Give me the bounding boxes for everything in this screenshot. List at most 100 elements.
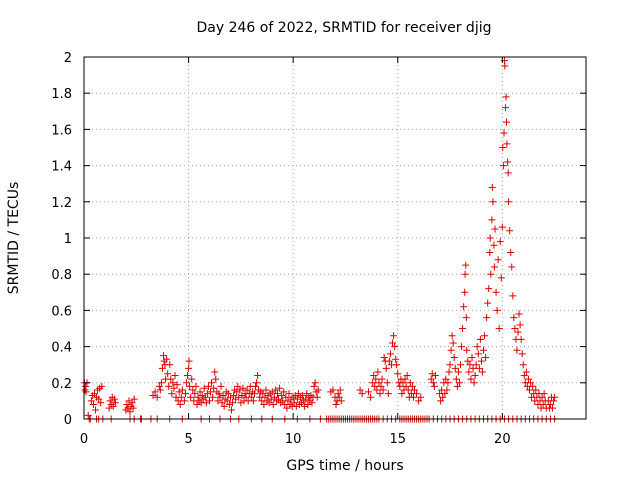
data-point [177, 393, 185, 401]
chart-title: Day 246 of 2022, SRMTID for receiver dji… [197, 20, 492, 36]
y-tick-label: 1.8 [51, 87, 72, 102]
data-point [484, 299, 492, 307]
data-point [276, 384, 284, 392]
data-point [123, 401, 131, 409]
data-point [329, 386, 337, 394]
data-point [527, 379, 535, 387]
data-point [167, 375, 175, 383]
data-point [334, 390, 342, 398]
data-point [498, 223, 506, 231]
data-point [180, 397, 188, 405]
data-point [490, 241, 498, 249]
data-point [203, 390, 211, 398]
data-point [163, 355, 171, 363]
data-point [439, 393, 447, 401]
data-point [105, 404, 113, 412]
data-point [291, 391, 299, 399]
data-point [230, 391, 238, 399]
data-point [282, 393, 290, 401]
data-point [259, 390, 267, 398]
data-point [358, 390, 366, 398]
data-point [485, 285, 493, 293]
data-point [249, 397, 257, 405]
data-point [292, 402, 300, 410]
data-point [382, 364, 390, 372]
data-point [520, 372, 528, 380]
data-point [275, 395, 283, 403]
data-point [459, 325, 467, 332]
data-point [233, 388, 241, 396]
data-point [262, 386, 270, 394]
data-point [243, 386, 251, 394]
data-point [375, 379, 383, 387]
data-point [503, 140, 511, 148]
data-point [482, 353, 490, 361]
data-points [80, 57, 559, 423]
data-point [539, 401, 547, 409]
data-point [280, 388, 288, 396]
data-point [369, 379, 377, 387]
data-point [455, 379, 463, 387]
data-point [462, 314, 470, 322]
data-point [193, 401, 201, 409]
data-point [211, 368, 219, 376]
data-point [379, 386, 387, 394]
data-point [304, 401, 312, 409]
x-tick-label: 10 [285, 432, 302, 447]
data-point [496, 238, 504, 246]
data-point [504, 169, 512, 177]
y-tick-label: 1 [64, 232, 72, 247]
data-point [356, 386, 364, 394]
data-point [261, 393, 269, 401]
data-point [461, 288, 469, 296]
data-point [393, 361, 401, 369]
data-point [402, 382, 410, 390]
data-point [473, 343, 481, 351]
data-point [486, 248, 494, 256]
data-point [549, 404, 557, 412]
data-point [188, 375, 196, 383]
data-point [98, 382, 106, 390]
plot-frame [83, 56, 587, 420]
data-point [483, 314, 491, 322]
data-point [497, 274, 505, 282]
data-point [290, 399, 298, 407]
data-point [151, 388, 159, 396]
data-point [471, 372, 479, 380]
y-axis-label: SRMTID / TECUs [6, 182, 22, 295]
data-point [337, 397, 345, 405]
data-point [273, 390, 281, 398]
data-point [175, 388, 183, 396]
data-point [386, 350, 394, 358]
data-point [218, 399, 226, 407]
data-point [174, 397, 182, 405]
data-point [389, 339, 397, 347]
data-point [269, 401, 277, 409]
data-point [111, 399, 119, 407]
data-point [153, 393, 161, 401]
data-point [500, 129, 508, 137]
data-point [168, 390, 176, 398]
data-point [503, 118, 511, 126]
data-point [519, 361, 527, 369]
data-point [158, 364, 166, 372]
data-point [403, 372, 411, 380]
data-point [92, 406, 100, 414]
data-point [189, 386, 197, 394]
data-point [170, 384, 178, 392]
data-point [452, 375, 460, 383]
data-point [128, 399, 136, 407]
data-point [385, 357, 393, 365]
data-point [501, 104, 509, 112]
data-point [155, 382, 163, 390]
data-point [229, 399, 237, 407]
data-point [370, 372, 378, 380]
data-point [477, 357, 485, 365]
data-point [526, 386, 534, 394]
data-point [216, 393, 224, 401]
data-point [550, 397, 558, 405]
data-point [239, 384, 247, 392]
data-point [446, 361, 454, 369]
data-point [442, 375, 450, 383]
data-point [157, 379, 165, 387]
